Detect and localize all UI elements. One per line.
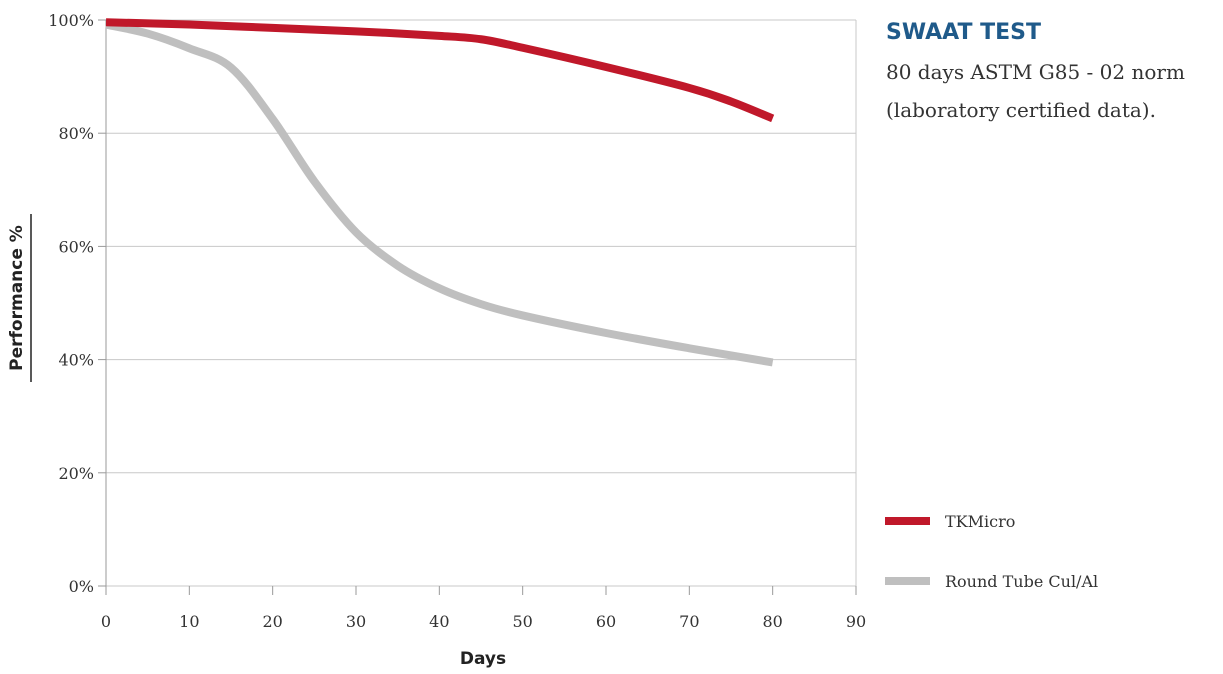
x-tick-label: 20 <box>262 612 282 631</box>
x-tick-label: 80 <box>762 612 782 631</box>
y-axis-title: Performance % <box>7 225 27 371</box>
y-tick-label: 20% <box>58 464 94 483</box>
x-axis-title: Days <box>460 649 506 669</box>
axes <box>98 19 857 595</box>
legend-label: Round Tube Cul/Al <box>945 572 1098 591</box>
y-tick-label: 60% <box>58 237 94 256</box>
x-tick-label: 90 <box>846 612 866 631</box>
legend: TKMicro Round Tube Cul/Al <box>885 512 1098 591</box>
legend-label: TKMicro <box>945 512 1015 531</box>
series-line-round-tube-cul-al <box>105 20 774 367</box>
y-tick-label: 40% <box>58 351 94 370</box>
grid-lines <box>106 19 856 587</box>
y-axis-title-group: Performance % <box>7 214 32 382</box>
panel-description-line-1: 80 days ASTM G85 - 02 norm <box>886 60 1185 84</box>
panel-title: SWAAT TEST <box>886 20 1041 45</box>
series-lines <box>105 18 775 367</box>
panel-description-line-2: (laboratory certified data). <box>886 98 1156 122</box>
y-tick-label: 100% <box>48 11 94 30</box>
x-tick-label: 50 <box>512 612 532 631</box>
x-tick-label: 10 <box>179 612 199 631</box>
series-line-tkmicro <box>105 18 775 123</box>
x-tick-label: 30 <box>346 612 366 631</box>
y-tick-label: 80% <box>58 124 94 143</box>
x-tick-label: 70 <box>679 612 699 631</box>
x-tick-label: 60 <box>596 612 616 631</box>
x-tick-label: 0 <box>101 612 111 631</box>
x-tick-label: 40 <box>429 612 449 631</box>
y-tick-label: 0% <box>69 577 94 596</box>
tick-labels: 0% 20% 40% 60% 80% 100% 0 10 20 30 40 50 60 70 80 90 <box>48 11 866 631</box>
